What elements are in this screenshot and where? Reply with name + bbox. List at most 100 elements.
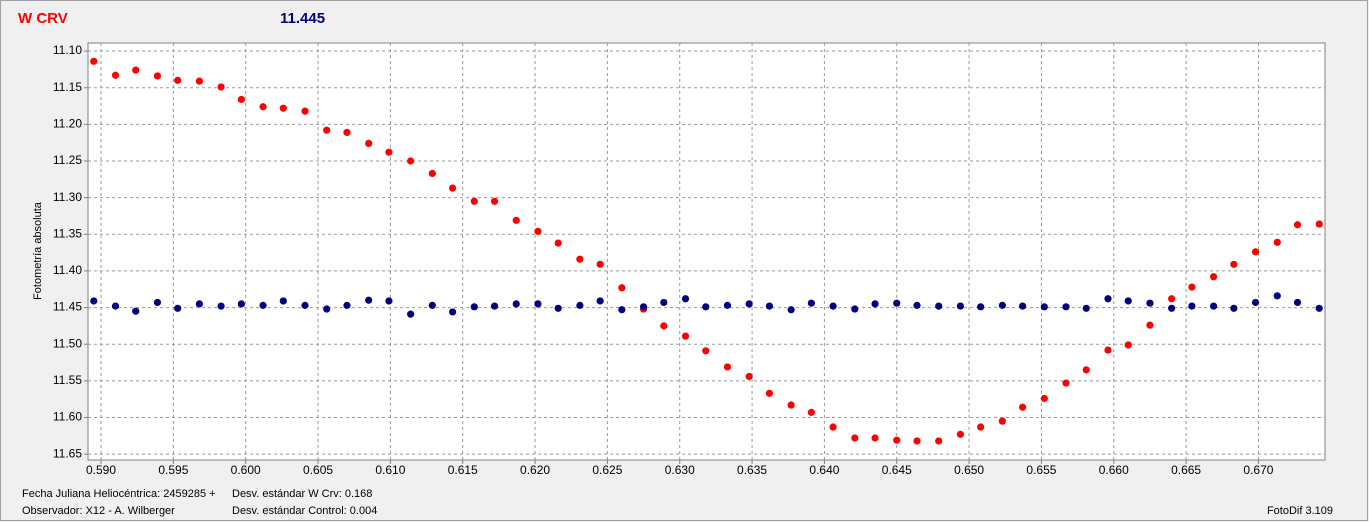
data-point — [1293, 298, 1302, 307]
data-point — [807, 408, 815, 416]
data-point — [512, 216, 520, 224]
data-point — [935, 437, 943, 445]
data-point — [1315, 304, 1323, 312]
x-tick-label: 0.640 — [809, 463, 839, 477]
y-tick-label: 11.60 — [53, 410, 82, 424]
data-point — [217, 302, 225, 310]
data-point — [1168, 304, 1176, 312]
y-tick-label: 11.30 — [53, 190, 82, 204]
data-point — [174, 76, 182, 84]
data-point — [428, 301, 436, 309]
data-point — [407, 310, 415, 318]
data-point — [301, 301, 309, 309]
data-point — [237, 95, 245, 104]
data-point — [1104, 295, 1112, 303]
x-tick-label: 0.655 — [1026, 463, 1056, 477]
data-point — [851, 434, 859, 442]
data-point — [534, 300, 542, 308]
data-point — [279, 104, 287, 112]
data-point — [554, 239, 562, 247]
data-point — [1146, 299, 1154, 307]
data-point — [195, 77, 204, 85]
data-point — [977, 303, 985, 311]
footer-text: Desv. estándar W Crv: 0.168 — [232, 488, 372, 500]
data-point — [596, 297, 604, 305]
x-tick-label: 0.590 — [86, 463, 116, 477]
plot-area — [87, 42, 1326, 461]
data-point — [407, 157, 415, 165]
footer-text: Fecha Juliana Heliocéntrica: 2459285 + — [22, 488, 216, 500]
data-point — [913, 301, 921, 309]
data-point — [702, 347, 710, 355]
data-point — [1188, 302, 1196, 310]
data-point — [259, 103, 267, 111]
data-point — [1293, 221, 1302, 229]
y-tick-label: 11.25 — [53, 153, 82, 167]
data-point — [618, 306, 626, 314]
data-point — [385, 148, 393, 156]
y-tick-label: 11.10 — [53, 43, 82, 57]
data-point — [1168, 295, 1176, 303]
x-tick-label: 0.650 — [954, 463, 984, 477]
data-point — [1124, 341, 1132, 349]
data-point — [1082, 304, 1090, 312]
data-point — [385, 297, 393, 305]
x-tick-label: 0.625 — [592, 463, 622, 477]
data-point — [323, 126, 331, 134]
data-point — [765, 389, 774, 397]
x-tick-label: 0.605 — [303, 463, 333, 477]
y-tick-label: 11.15 — [53, 80, 82, 94]
y-tick-label: 11.40 — [53, 263, 82, 277]
data-point — [596, 260, 604, 268]
data-point — [448, 308, 457, 316]
data-point — [90, 57, 98, 65]
data-point — [554, 304, 562, 312]
data-point — [723, 301, 732, 309]
data-point — [490, 302, 499, 310]
y-tick-label: 11.55 — [53, 373, 82, 387]
data-point — [1019, 302, 1027, 310]
data-point — [301, 107, 309, 115]
data-point — [217, 83, 225, 91]
data-point — [1082, 366, 1090, 374]
data-point — [660, 322, 668, 330]
data-point — [448, 184, 457, 192]
data-point — [153, 298, 162, 307]
x-tick-label: 0.645 — [882, 463, 912, 477]
footer-text: FotoDif 3.109 — [1267, 505, 1333, 517]
data-point — [1251, 248, 1260, 256]
chart-subtitle: 11.445 — [280, 10, 325, 27]
data-point — [343, 301, 351, 309]
data-point — [851, 305, 859, 313]
data-point — [977, 423, 985, 431]
data-point — [90, 297, 98, 305]
data-point — [195, 300, 204, 308]
x-tick-label: 0.615 — [448, 463, 478, 477]
data-point — [956, 302, 965, 310]
data-point — [576, 255, 584, 263]
data-point — [132, 307, 140, 315]
y-tick-label: 11.50 — [53, 336, 82, 350]
data-point — [956, 430, 965, 438]
data-point — [365, 139, 373, 148]
data-point — [660, 298, 668, 307]
data-point — [512, 300, 520, 308]
x-tick-label: 0.630 — [665, 463, 695, 477]
data-point — [1146, 321, 1154, 329]
data-point — [259, 301, 267, 309]
data-point — [1188, 283, 1196, 291]
data-point — [829, 302, 837, 310]
data-point — [1019, 403, 1027, 411]
data-point — [1062, 379, 1070, 387]
data-point — [490, 197, 499, 205]
data-point — [1062, 303, 1070, 311]
data-point — [1209, 302, 1218, 310]
data-point — [1315, 220, 1323, 228]
data-point — [702, 303, 710, 311]
data-point — [365, 296, 373, 304]
data-point — [745, 372, 753, 381]
data-point — [639, 303, 648, 311]
data-point — [723, 363, 732, 371]
footer-text: Desv. estándar Control: 0.004 — [232, 505, 377, 517]
